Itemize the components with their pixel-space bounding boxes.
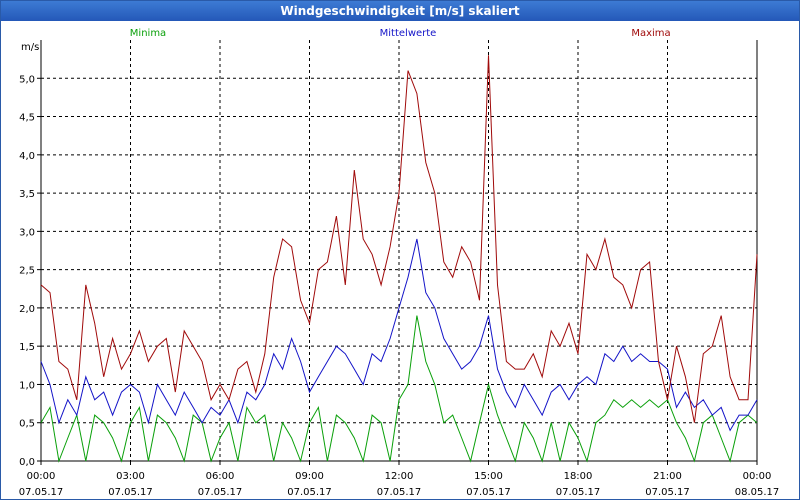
x-tick-label-date: 07.05.17 (556, 487, 601, 498)
x-tick-label-date: 08.05.17 (735, 487, 780, 498)
legend-layer: Minima Mittelwerte Maxima (130, 28, 671, 39)
legend-maxima: Maxima (631, 28, 670, 39)
x-tick-label-time: 09:00 (295, 471, 324, 482)
legend-mittelwerte: Mittelwerte (380, 28, 437, 39)
x-tick-label-time: 18:00 (564, 471, 593, 482)
series-line-mittelwerte (40, 238, 758, 432)
x-tick-label-date: 07.05.17 (287, 487, 332, 498)
x-tick-label-time: 00:00 (743, 471, 772, 482)
x-tick-label-time: 00:00 (27, 471, 56, 482)
y-tick-label: 4,0 (19, 151, 35, 162)
x-tick-label-time: 12:00 (385, 471, 414, 482)
x-tick-label-date: 07.05.17 (198, 487, 243, 498)
series-line-minima (40, 315, 758, 463)
y-tick-label: 1,0 (19, 380, 35, 391)
x-tick-label-time: 06:00 (206, 471, 235, 482)
y-tick-label: 0,0 (19, 457, 35, 468)
y-tick-label: 2,0 (19, 304, 35, 315)
y-tick-label: 5,0 (19, 74, 35, 85)
x-tick-label-date: 07.05.17 (108, 487, 153, 498)
y-tick-label: 3,5 (19, 189, 35, 200)
y-tick-label: 1,5 (19, 342, 35, 353)
grid-layer (41, 40, 757, 462)
y-tick-label: 2,5 (19, 266, 35, 277)
y-axis-label: m/s (21, 42, 39, 53)
legend-minima: Minima (130, 28, 166, 39)
chart-title: Windgeschwindigkeit [m/s] skaliert (1, 1, 799, 21)
x-tick-label-date: 07.05.17 (377, 487, 422, 498)
y-tick-label: 0,5 (19, 419, 35, 430)
series-line-maxima (40, 55, 758, 423)
x-tick-label-date: 07.05.17 (466, 487, 511, 498)
y-tick-label: 4,5 (19, 113, 35, 124)
x-tick-label-date: 07.05.17 (645, 487, 690, 498)
x-tick-label-time: 21:00 (653, 471, 682, 482)
axis-layer: 0,0 0,5 1,0 1,5 2,0 2,5 3,0 3,5 4,0 4,5 5,0 00:00 07… (19, 40, 780, 498)
series-layer (40, 55, 758, 463)
x-tick-label-date: 07.05.17 (19, 487, 64, 498)
x-tick-label-time: 03:00 (116, 471, 145, 482)
x-tick-label-time: 15:00 (474, 471, 503, 482)
y-tick-label: 3,0 (19, 227, 35, 238)
